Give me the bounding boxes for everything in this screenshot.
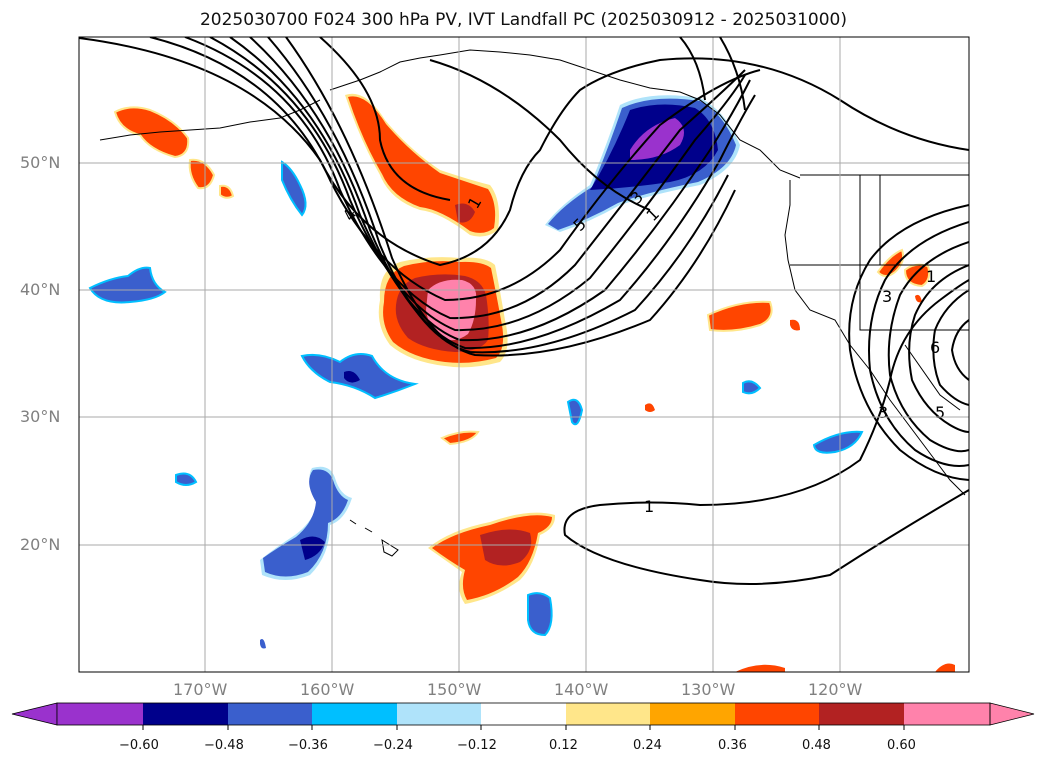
ivt-contours	[79, 37, 969, 585]
colorbar	[11, 702, 1035, 730]
colorbar-tick-label: −0.60	[119, 738, 159, 753]
lat-label: 20°N	[20, 535, 61, 554]
graticule	[79, 37, 969, 672]
map-title: 2025030700 F024 300 hPa PV, IVT Landfall…	[199, 10, 847, 30]
colorbar-tick-label: 0.24	[633, 738, 662, 753]
lat-label: 40°N	[20, 280, 61, 299]
contour-label: 6	[930, 338, 940, 357]
colorbar-tick-label: 0.60	[887, 738, 916, 753]
lat-label: 30°N	[20, 407, 61, 426]
lon-label: 150°W	[427, 680, 482, 699]
contour-label: 3	[882, 287, 892, 306]
map-frame	[78, 36, 970, 673]
contour-label: 5	[935, 403, 945, 422]
pv-positive-shading	[113, 93, 955, 672]
colorbar-tick-label: 0.48	[802, 738, 831, 753]
contour-label: 1	[926, 267, 936, 286]
lon-label: 120°W	[808, 680, 863, 699]
colorbar-tick-label: 0.36	[718, 738, 747, 753]
contour-label: 1	[644, 497, 654, 516]
lat-label: 50°N	[20, 153, 61, 172]
contour-label: 3	[878, 403, 888, 422]
lon-label: 170°W	[173, 680, 228, 699]
colorbar-tick-label: 0.12	[549, 738, 578, 753]
lon-label: 160°W	[300, 680, 355, 699]
colorbar-tick-label: −0.48	[204, 738, 244, 753]
colorbar-tick-label: −0.36	[288, 738, 328, 753]
coastlines	[99, 37, 969, 557]
lon-label: 140°W	[554, 680, 609, 699]
colorbar-tick-label: −0.12	[457, 738, 497, 753]
lon-label: 130°W	[681, 680, 736, 699]
colorbar-tick-label: −0.24	[373, 738, 413, 753]
